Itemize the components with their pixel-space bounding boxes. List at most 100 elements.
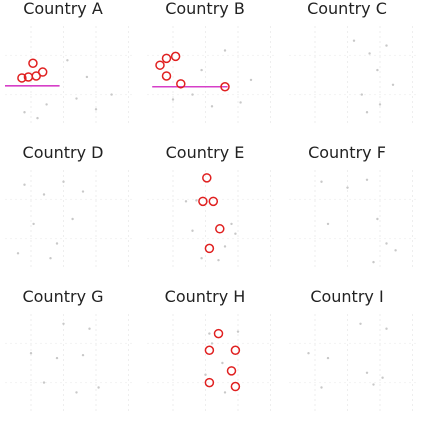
panel-title: Country A [23,0,103,18]
point [385,242,388,245]
point [71,217,74,221]
panel-title: Country F [308,143,386,162]
highlight-point [213,328,224,339]
panel-title: Country G [22,287,103,306]
point [223,49,227,52]
highlight-point [204,345,215,356]
panel-title: Country C [307,0,387,18]
panel-title: Country I [310,287,383,306]
point [32,222,35,226]
highlight-point [176,79,186,89]
point [75,97,78,100]
point [320,386,323,389]
highlight-point [208,196,219,207]
highlight-point [28,58,38,68]
highlight-point [17,73,27,83]
point [36,116,39,120]
point [191,93,194,96]
panel-title: Country E [166,143,245,162]
point [365,371,369,374]
highlight-point [226,366,237,376]
point [49,257,52,260]
highlight-point [215,224,225,234]
highlight-point [204,377,215,388]
point [320,180,323,183]
highlight-point [230,345,241,356]
point [97,386,100,389]
point [236,330,240,333]
point [55,242,59,245]
highlight-point [155,60,165,70]
highlight-point [204,243,215,254]
highlight-point [230,381,241,392]
point [372,383,375,386]
point [208,332,211,335]
highlight-point [37,67,48,77]
point [326,356,330,360]
point [352,39,356,42]
point [365,111,369,114]
point [85,75,89,79]
point [223,245,227,248]
point [200,68,203,72]
point [326,222,330,226]
panel-title: Country B [165,0,245,18]
point [23,183,26,186]
point [45,103,48,106]
point [378,103,382,106]
highlight-point [220,82,230,92]
point [88,327,91,330]
point [368,52,371,55]
point [376,217,379,221]
point [62,180,65,183]
point [360,93,363,96]
point [365,178,369,181]
point [62,322,65,325]
point [94,108,98,111]
highlight-point [161,53,172,64]
point [394,249,397,252]
point [391,83,395,87]
point [346,186,349,189]
point [210,105,214,108]
point [29,352,33,355]
point [249,78,253,82]
point [204,373,207,376]
point [16,252,20,255]
highlight-point [161,71,172,81]
point [75,391,78,394]
point [81,353,85,357]
point [234,232,237,235]
point [230,222,233,226]
highlight-point [202,173,212,183]
highlight-point [170,51,181,62]
point [307,352,310,355]
point [217,258,220,262]
point [223,391,227,394]
point [210,342,214,345]
point [195,199,198,202]
point [184,200,188,203]
point [381,376,384,379]
point [171,98,175,101]
point [372,260,375,264]
point [191,229,194,232]
panel-title: Country D [23,143,104,162]
highlight-point [198,196,208,207]
point [23,111,26,114]
point [42,381,46,384]
point [385,44,388,47]
point [81,190,85,193]
point [66,59,69,62]
point [42,193,46,196]
panel-title: Country H [165,287,246,306]
point [385,327,388,330]
point [200,257,203,260]
point [55,356,59,360]
point [110,93,113,96]
point [359,322,362,325]
point [376,68,379,72]
point [239,101,242,104]
point [221,361,224,365]
